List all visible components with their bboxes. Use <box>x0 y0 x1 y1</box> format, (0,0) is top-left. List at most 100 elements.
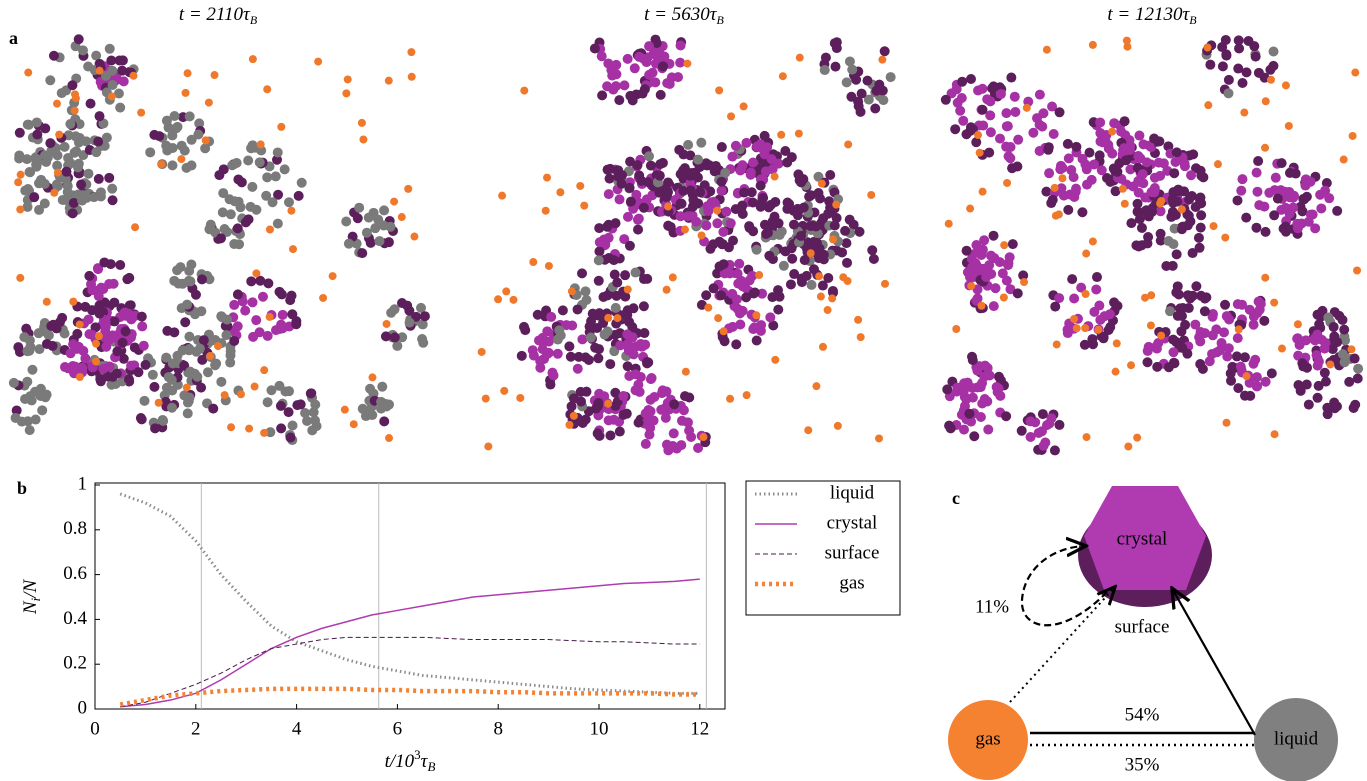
legend-label: crystal <box>827 512 878 533</box>
particle <box>1353 363 1364 374</box>
particle <box>1076 282 1087 293</box>
particle <box>683 59 692 68</box>
particle <box>1276 158 1287 169</box>
particle <box>1091 284 1102 295</box>
edge-label: 54% <box>1125 704 1160 725</box>
particle <box>708 239 719 250</box>
particle <box>696 137 707 148</box>
particle <box>1251 372 1262 383</box>
particle <box>701 160 712 171</box>
particle <box>604 399 613 408</box>
particle <box>625 90 636 101</box>
particle <box>349 420 358 429</box>
particle <box>610 81 621 92</box>
particle <box>137 108 146 117</box>
particle <box>1044 418 1055 429</box>
particle <box>767 292 778 303</box>
particle <box>61 166 72 177</box>
particle <box>1226 375 1237 386</box>
particle <box>1149 184 1160 195</box>
particle <box>1144 140 1155 151</box>
particle <box>1339 324 1350 335</box>
particle <box>37 405 48 416</box>
title-part: t = 5630τ <box>644 4 718 25</box>
particle <box>1155 170 1166 181</box>
particle <box>118 76 129 87</box>
particle <box>40 392 51 403</box>
series-line <box>119 492 700 695</box>
particle <box>481 394 490 403</box>
particle <box>1182 209 1193 220</box>
particle <box>404 184 413 193</box>
particle <box>1265 64 1276 75</box>
particle <box>343 75 352 84</box>
particle <box>8 377 19 388</box>
particle <box>1025 432 1036 443</box>
particle <box>1058 174 1067 183</box>
particle <box>1205 59 1216 70</box>
particle <box>112 346 123 357</box>
particle <box>718 226 729 237</box>
particle <box>640 339 651 350</box>
particle <box>1194 242 1205 253</box>
particle <box>101 341 112 352</box>
particle <box>87 329 98 340</box>
particle <box>1290 168 1301 179</box>
particle <box>16 273 25 282</box>
edge-label: 35% <box>1125 754 1160 775</box>
node-label: liquid <box>1274 728 1319 749</box>
particle <box>715 86 724 95</box>
particle <box>1071 141 1082 152</box>
particle <box>67 208 78 219</box>
particle <box>965 74 976 85</box>
particle <box>645 160 656 171</box>
x-tick-label: 10 <box>590 718 609 739</box>
particle <box>307 425 318 436</box>
particle <box>204 274 215 285</box>
particle <box>557 305 568 316</box>
edge <box>1009 588 1114 703</box>
particle <box>217 207 228 218</box>
particle <box>885 72 896 83</box>
particle <box>184 331 195 342</box>
particle <box>205 219 216 230</box>
particle <box>262 397 273 408</box>
title-part: t = 2110τ <box>179 4 251 25</box>
particle <box>121 310 132 321</box>
particle <box>384 76 393 85</box>
particle <box>65 119 76 130</box>
particle <box>1002 121 1013 132</box>
particle <box>1142 357 1153 368</box>
particle <box>1161 261 1172 272</box>
x-tick-label: 0 <box>90 718 100 739</box>
particle <box>32 154 43 165</box>
particle <box>688 194 699 205</box>
particle <box>1054 419 1065 430</box>
particle <box>824 196 835 207</box>
particle <box>576 181 585 190</box>
particle <box>867 190 876 199</box>
particle <box>210 71 219 80</box>
particle <box>109 297 120 308</box>
particle <box>1186 170 1197 181</box>
particle <box>1248 319 1259 330</box>
particle <box>631 341 642 352</box>
particle <box>1052 340 1061 349</box>
particle <box>1233 383 1244 394</box>
particle <box>62 181 73 192</box>
particle <box>829 220 840 231</box>
particle <box>367 410 378 421</box>
particle <box>287 420 298 431</box>
particle <box>727 151 738 162</box>
particle <box>1110 186 1121 197</box>
particle <box>799 255 810 266</box>
particle <box>817 280 828 291</box>
particle <box>985 127 996 138</box>
particle <box>1109 118 1120 129</box>
particle <box>543 173 552 182</box>
particle <box>727 288 738 299</box>
particle <box>565 420 574 429</box>
particle <box>123 374 134 385</box>
particle <box>605 359 616 370</box>
